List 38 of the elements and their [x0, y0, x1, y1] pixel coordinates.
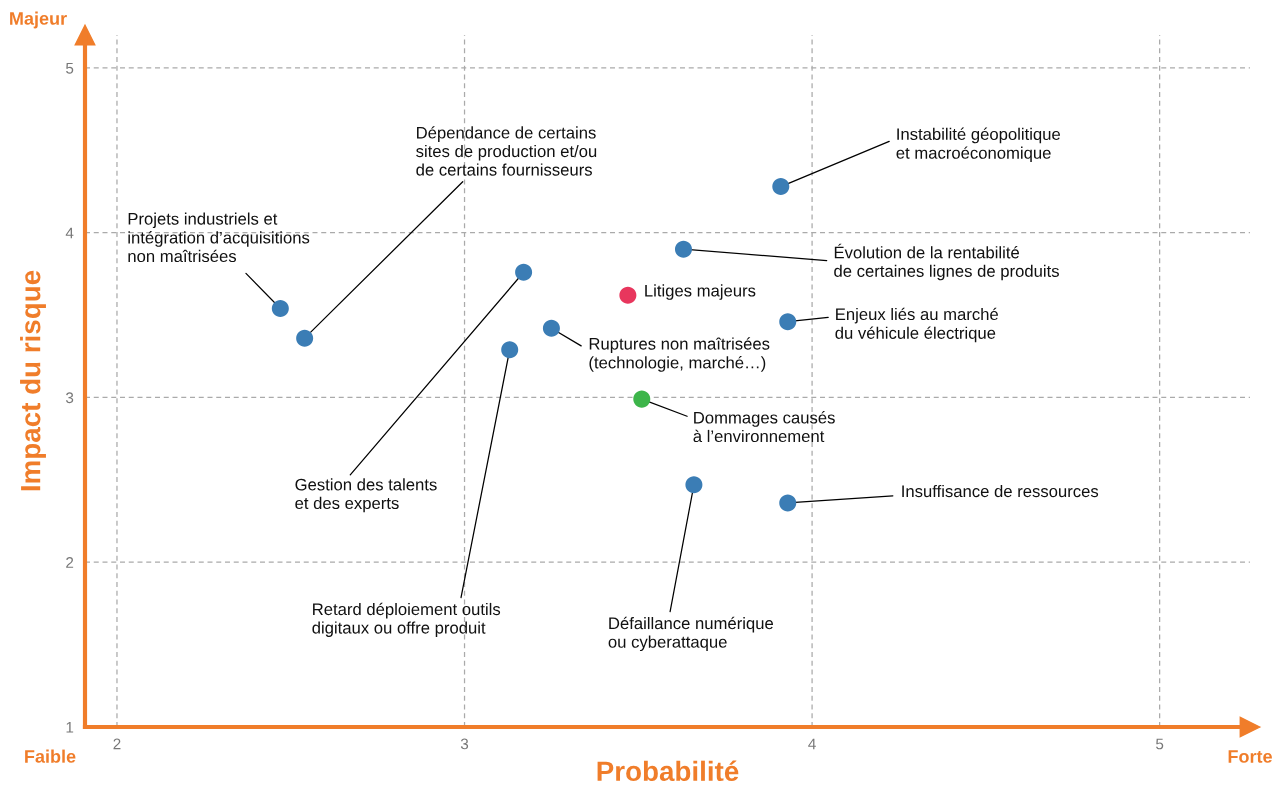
- text: Majeur: [10, 11, 67, 29]
- point: [772, 178, 790, 196]
- annotation: Évolution de la rentabilité de certaines lignes de produits: [834, 243, 1059, 281]
- point: [542, 319, 560, 337]
- point: [271, 300, 289, 318]
- annotation: Insuffisance de ressources: [902, 484, 1099, 498]
- y-tick-label: 1: [66, 722, 74, 733]
- x-tick-label: 5: [1156, 738, 1164, 750]
- y-tick-label: 3: [65, 392, 74, 404]
- point: [501, 341, 519, 359]
- point: [779, 494, 797, 512]
- point: [619, 286, 637, 304]
- annotation: Retard déploiement outils digitaux ou offre produit: [312, 602, 501, 637]
- y-tick-label: 2: [66, 557, 74, 568]
- point: [515, 263, 533, 281]
- annotation: Gestion des talents et des experts: [295, 478, 437, 513]
- annotation: Litiges majeurs: [645, 284, 756, 300]
- annotation: Enjeux liés au marché du véhicule électrique: [835, 307, 998, 343]
- point: [296, 329, 314, 347]
- point: [633, 390, 651, 408]
- y-tick-label: 4: [65, 227, 74, 239]
- annotation: Ruptures non maîtrisées (technologie, marché…): [589, 337, 770, 372]
- x-tick-label: 3: [460, 738, 469, 750]
- point: [674, 240, 692, 258]
- point: [685, 476, 703, 494]
- text: Forte: [1228, 750, 1272, 763]
- annotation: Défaillance numérique ou cyberattaque: [608, 616, 774, 652]
- annotation: Instabilité géopolitique et macroéconomique: [896, 127, 1060, 163]
- point: [779, 313, 797, 331]
- y-tick-label: 5: [66, 62, 74, 74]
- x-tick-label: 4: [808, 738, 816, 750]
- x-tick-label: 2: [113, 738, 121, 750]
- x-axis-title: Probabilité: [597, 760, 739, 782]
- text: Faible: [25, 749, 76, 763]
- annotation: Projets industriels et intégration d’acquisitions non maîtrisées: [128, 212, 310, 263]
- annotation: Dépendance de certains sites de production et/ou de certains fournisseurs: [416, 126, 597, 176]
- annotation: Dommages causés à l’environnement: [693, 411, 835, 443]
- y-axis-title: Impact du risque: [20, 270, 46, 491]
